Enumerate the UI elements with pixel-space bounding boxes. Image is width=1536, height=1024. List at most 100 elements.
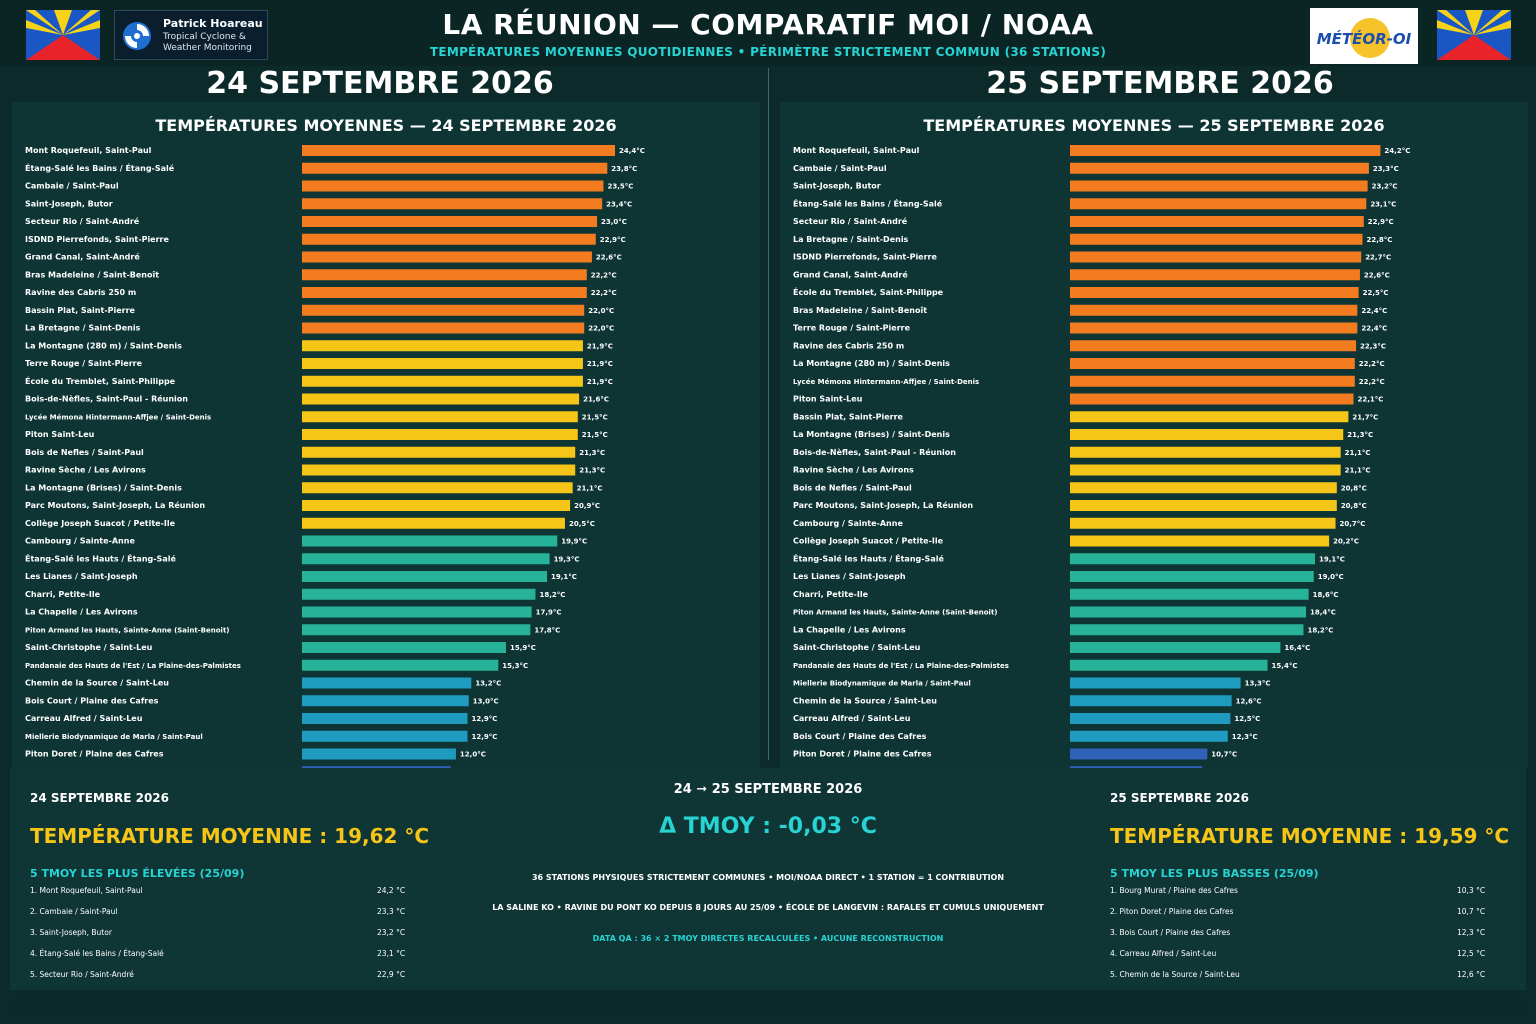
ranking-value: 10,7 °C (1457, 907, 1486, 916)
station-label: La Montagne (280 m) / Saint-Denis (793, 359, 950, 368)
bar-value-label: 17,8°C (534, 626, 560, 634)
bar-value-label: 22,6°C (596, 254, 622, 262)
bar-value-label: 21,1°C (1345, 467, 1371, 475)
temperature-bar (1070, 233, 1363, 245)
bar-value-label: 21,6°C (583, 396, 609, 404)
bar-value-label: 13,3°C (1245, 680, 1271, 688)
left-date-title: 24 SEPTEMBRE 2026 (206, 66, 554, 101)
temperature-bar (1070, 393, 1354, 405)
station-label: Étang-Salé les Bains / Étang-Salé (793, 197, 943, 208)
bar-value-label: 21,7°C (1352, 413, 1378, 421)
station-label: Saint-Joseph, Butor (25, 199, 113, 208)
station-label: Ravine Sèche / Les Avirons (793, 465, 914, 475)
summary-right-average: TEMPÉRATURE MOYENNE : 19,59 °C (1110, 824, 1510, 848)
temperature-bar (1070, 304, 1358, 316)
ranking-station-name: 2. Piton Doret / Plaine des Cafres (1110, 907, 1234, 916)
station-label: La Bretagne / Saint-Denis (793, 235, 909, 244)
station-label: Grand Canal, Saint-André (793, 269, 908, 279)
station-label: Carreau Alfred / Saint-Leu (25, 714, 143, 723)
temperature-bar (302, 358, 583, 369)
station-label: ISDND Pierrefonds, Saint-Pierre (25, 235, 169, 244)
temperature-bar (1070, 606, 1307, 618)
station-label: Piton Saint-Leu (25, 430, 95, 439)
station-label: Bois Court / Plaine des Cafres (793, 732, 927, 741)
temperature-bar (302, 269, 587, 281)
station-label: Étang-Salé les Hauts / Étang-Salé (25, 552, 176, 563)
summary-panel: 24 SEPTEMBRE 2026 TEMPÉRATURE MOYENNE : … (10, 768, 1526, 990)
bar-value-label: 23,3°C (1373, 165, 1399, 173)
station-label: École du Tremblet, Saint-Philippe (25, 375, 176, 386)
bar-value-label: 22,2°C (1359, 360, 1385, 368)
bar-value-label: 23,4°C (606, 200, 632, 208)
temperature-bar (302, 730, 468, 742)
bar-value-label: 21,9°C (587, 378, 613, 386)
station-label: Étang-Salé les Hauts / Étang-Salé (793, 552, 944, 563)
summary-note-stations: 36 STATIONS PHYSIQUES STRICTEMENT COMMUN… (531, 873, 1005, 882)
station-label: Bois de Nefles / Saint-Paul (25, 448, 144, 457)
temperature-bar (302, 393, 580, 405)
bar-value-label: 22,8°C (1366, 236, 1392, 244)
station-label: Terre Rouge / Saint-Pierre (793, 324, 911, 333)
temperature-bar (302, 624, 531, 636)
station-label: Lycée Mémona Hintermann-Affjee / Saint-D… (793, 378, 979, 386)
temperature-bar (1070, 429, 1344, 440)
ranking-value: 10,3 °C (1457, 886, 1486, 895)
ranking-station-name: 5. Secteur Rio / Saint-André (30, 970, 134, 979)
bar-value-label: 22,2°C (591, 289, 617, 297)
bar-value-label: 15,4°C (1272, 662, 1298, 670)
bar-value-label: 21,3°C (579, 449, 605, 457)
station-label: Chemin de la Source / Saint-Leu (25, 679, 169, 688)
station-label: Miellerie Biodynamique de Marla / Saint-… (25, 733, 203, 741)
summary-right-list-title: 5 TMOY LES PLUS BASSES (25/09) (1110, 867, 1319, 880)
station-label: Piton Saint-Leu (793, 395, 863, 404)
station-label: Saint-Christophe / Saint-Leu (25, 643, 153, 652)
ranking-value: 12,3 °C (1457, 928, 1486, 937)
bar-value-label: 19,3°C (554, 555, 580, 563)
station-label: Saint-Joseph, Butor (793, 182, 881, 191)
station-label: Terre Rouge / Saint-Pierre (25, 359, 143, 368)
bar-value-label: 22,2°C (1359, 378, 1385, 386)
temperature-bar (302, 180, 604, 192)
bar-value-label: 18,4°C (1310, 609, 1336, 617)
station-label: Collège Joseph Suacot / Petite-Ile (25, 518, 176, 528)
temperature-bar (302, 233, 596, 245)
station-label: Cambaie / Saint-Paul (25, 182, 119, 191)
logo-name: Patrick Hoareau (163, 17, 263, 30)
temperature-bar (302, 517, 565, 529)
bar-value-label: 15,3°C (502, 662, 528, 670)
reunion-flag-right-icon (1437, 10, 1511, 60)
temperature-bar (1070, 322, 1358, 334)
bar-value-label: 13,2°C (475, 680, 501, 688)
summary-left-average: TEMPÉRATURE MOYENNE : 19,62 °C (30, 824, 430, 848)
temperature-bar (302, 571, 548, 582)
station-label: Bois-de-Nèfles, Saint-Paul - Réunion (793, 447, 956, 457)
bar-value-label: 10,7°C (1211, 751, 1237, 759)
station-label: Miellerie Biodynamique de Marla / Saint-… (793, 680, 971, 688)
bar-value-label: 24,2°C (1384, 147, 1410, 155)
summary-left-date: 24 SEPTEMBRE 2026 (30, 791, 169, 805)
station-label: Piton Doret / Plaine des Cafres (25, 750, 164, 759)
bar-value-label: 16,4°C (1284, 644, 1310, 652)
temperature-bar (302, 677, 472, 689)
temperature-bar (1070, 659, 1268, 671)
station-label: Mont Roquefeuil, Saint-Paul (793, 146, 920, 155)
bar-value-label: 24,4°C (619, 147, 645, 155)
bar-value-label: 21,3°C (579, 467, 605, 475)
center-divider (768, 68, 769, 760)
station-label: Secteur Rio / Saint-André (793, 216, 908, 226)
temperature-bar (302, 606, 532, 618)
bar-value-label: 23,0°C (601, 218, 627, 226)
page-subtitle: TEMPÉRATURES MOYENNES QUOTIDIENNES • PÉR… (429, 45, 1107, 59)
station-label: Bois Court / Plaine des Cafres (25, 696, 159, 705)
bar-value-label: 22,6°C (1364, 271, 1390, 279)
bar-value-label: 21,1°C (577, 484, 603, 492)
station-label: Bras Madeleine / Saint-Benoît (793, 306, 927, 315)
right-chart-panel: TEMPÉRATURES MOYENNES — 25 SEPTEMBRE 202… (780, 102, 1528, 768)
station-label: Étang-Salé les Bains / Étang-Salé (25, 162, 175, 173)
ranking-station-name: 5. Chemin de la Source / Saint-Leu (1110, 970, 1240, 979)
temperature-bar (302, 500, 571, 511)
temperature-bar (1070, 571, 1314, 582)
bar-value-label: 12,0°C (460, 751, 486, 759)
bar-value-label: 20,8°C (1341, 484, 1367, 492)
temperature-bar (302, 322, 585, 334)
